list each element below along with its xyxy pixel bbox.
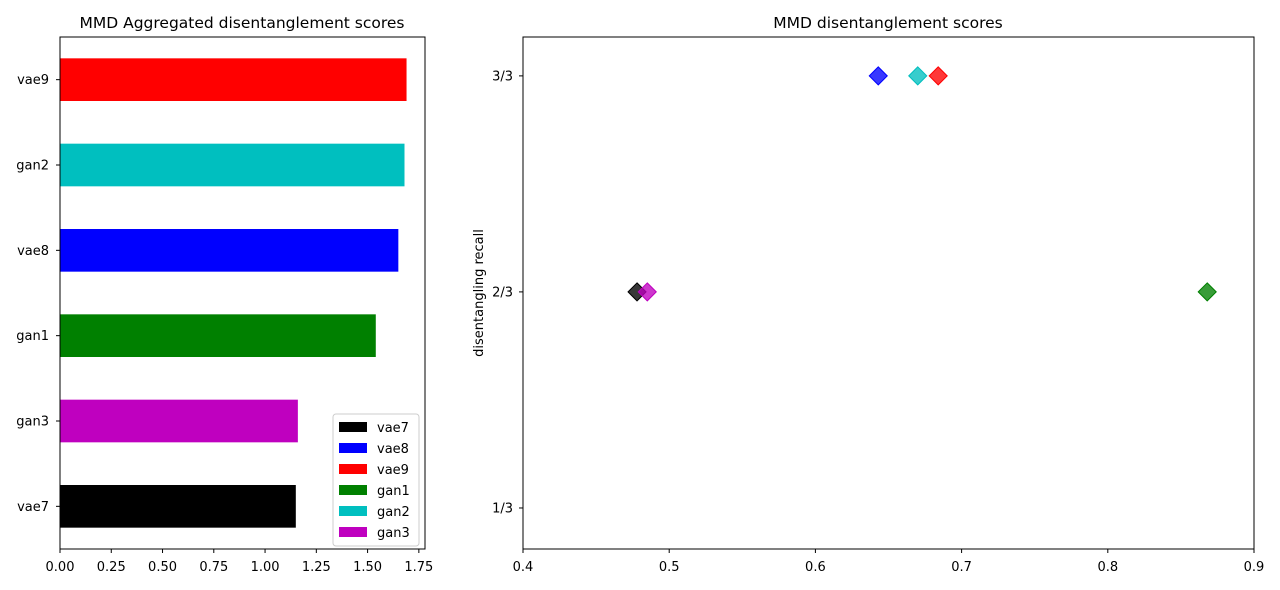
bar-plot-frame xyxy=(59,36,426,550)
scatter-plot-frame xyxy=(522,36,1255,550)
scatter-y-axis: 1/3 2/3 3/3 xyxy=(492,69,523,516)
point-gan2 xyxy=(908,66,928,86)
y-tick-label-gan1: gan1 xyxy=(16,329,49,344)
legend-swatch-vae7 xyxy=(339,422,367,432)
legend-label-vae8: vae8 xyxy=(377,442,409,457)
x-tick-label: 0.25 xyxy=(97,560,126,575)
legend-swatch-vae9 xyxy=(339,464,367,474)
legend-label-vae9: vae9 xyxy=(377,463,409,478)
scatter-marks xyxy=(627,66,1217,302)
legend-label-vae7: vae7 xyxy=(377,421,409,436)
x-tick-label: 0.50 xyxy=(148,560,177,575)
x-tick-label: 0.9 xyxy=(1244,560,1265,575)
x-tick-label: 1.75 xyxy=(404,560,433,575)
scatter-chart: MMD disentanglement scores disentangling… xyxy=(472,14,1264,575)
bar-y-axis: vae7 gan3 gan1 vae8 gan2 vae9 xyxy=(16,73,60,515)
y-tick-label-vae8: vae8 xyxy=(17,244,49,259)
legend-label-gan1: gan1 xyxy=(377,484,410,499)
point-vae9 xyxy=(928,66,948,86)
bar-x-axis: 0.00 0.25 0.50 0.75 1.00 1.25 1.50 1.75 xyxy=(46,549,433,575)
point-vae8 xyxy=(868,66,888,86)
y-tick-label-vae7: vae7 xyxy=(17,500,49,515)
legend-label-gan2: gan2 xyxy=(377,505,410,520)
scatter-x-axis: 0.4 0.5 0.6 0.7 0.8 0.9 xyxy=(513,549,1265,575)
bar-vae9 xyxy=(60,58,407,101)
x-tick-label: 0.7 xyxy=(951,560,972,575)
x-tick-label: 0.8 xyxy=(1097,560,1118,575)
bar-chart: MMD Aggregated disentanglement scores 0.… xyxy=(16,14,433,575)
x-tick-label: 1.50 xyxy=(353,560,382,575)
y-tick-label: 1/3 xyxy=(492,501,513,516)
bar-marks xyxy=(60,58,407,528)
y-tick-label-gan2: gan2 xyxy=(16,159,49,174)
bar-legend: vae7 vae8 vae9 gan1 gan2 gan3 xyxy=(332,413,420,547)
legend-label-gan3: gan3 xyxy=(377,526,410,541)
scatter-chart-title: MMD disentanglement scores xyxy=(773,14,1002,32)
x-tick-label: 1.25 xyxy=(302,560,331,575)
legend-swatch-gan1 xyxy=(339,485,367,495)
x-tick-label: 0.00 xyxy=(46,560,75,575)
point-gan3 xyxy=(637,282,657,302)
bar-vae7 xyxy=(60,485,296,528)
x-tick-label: 0.6 xyxy=(805,560,826,575)
y-tick-label-vae9: vae9 xyxy=(17,73,49,88)
bar-gan3 xyxy=(60,399,298,443)
point-gan1 xyxy=(1197,282,1217,302)
y-tick-label: 3/3 xyxy=(492,69,513,84)
scatter-y-axis-label: disentangling recall xyxy=(472,229,487,357)
x-tick-label: 1.00 xyxy=(251,560,280,575)
y-tick-label: 2/3 xyxy=(492,285,513,300)
legend-swatch-vae8 xyxy=(339,443,367,453)
bar-gan1 xyxy=(60,314,376,357)
bar-vae8 xyxy=(60,229,399,272)
x-tick-label: 0.5 xyxy=(659,560,680,575)
x-tick-label: 0.4 xyxy=(513,560,534,575)
y-tick-label-gan3: gan3 xyxy=(16,415,49,430)
legend-swatch-gan2 xyxy=(339,506,367,516)
bar-chart-title: MMD Aggregated disentanglement scores xyxy=(79,14,404,32)
bar-gan2 xyxy=(60,143,405,187)
x-tick-label: 0.75 xyxy=(199,560,228,575)
legend-swatch-gan3 xyxy=(339,527,367,537)
